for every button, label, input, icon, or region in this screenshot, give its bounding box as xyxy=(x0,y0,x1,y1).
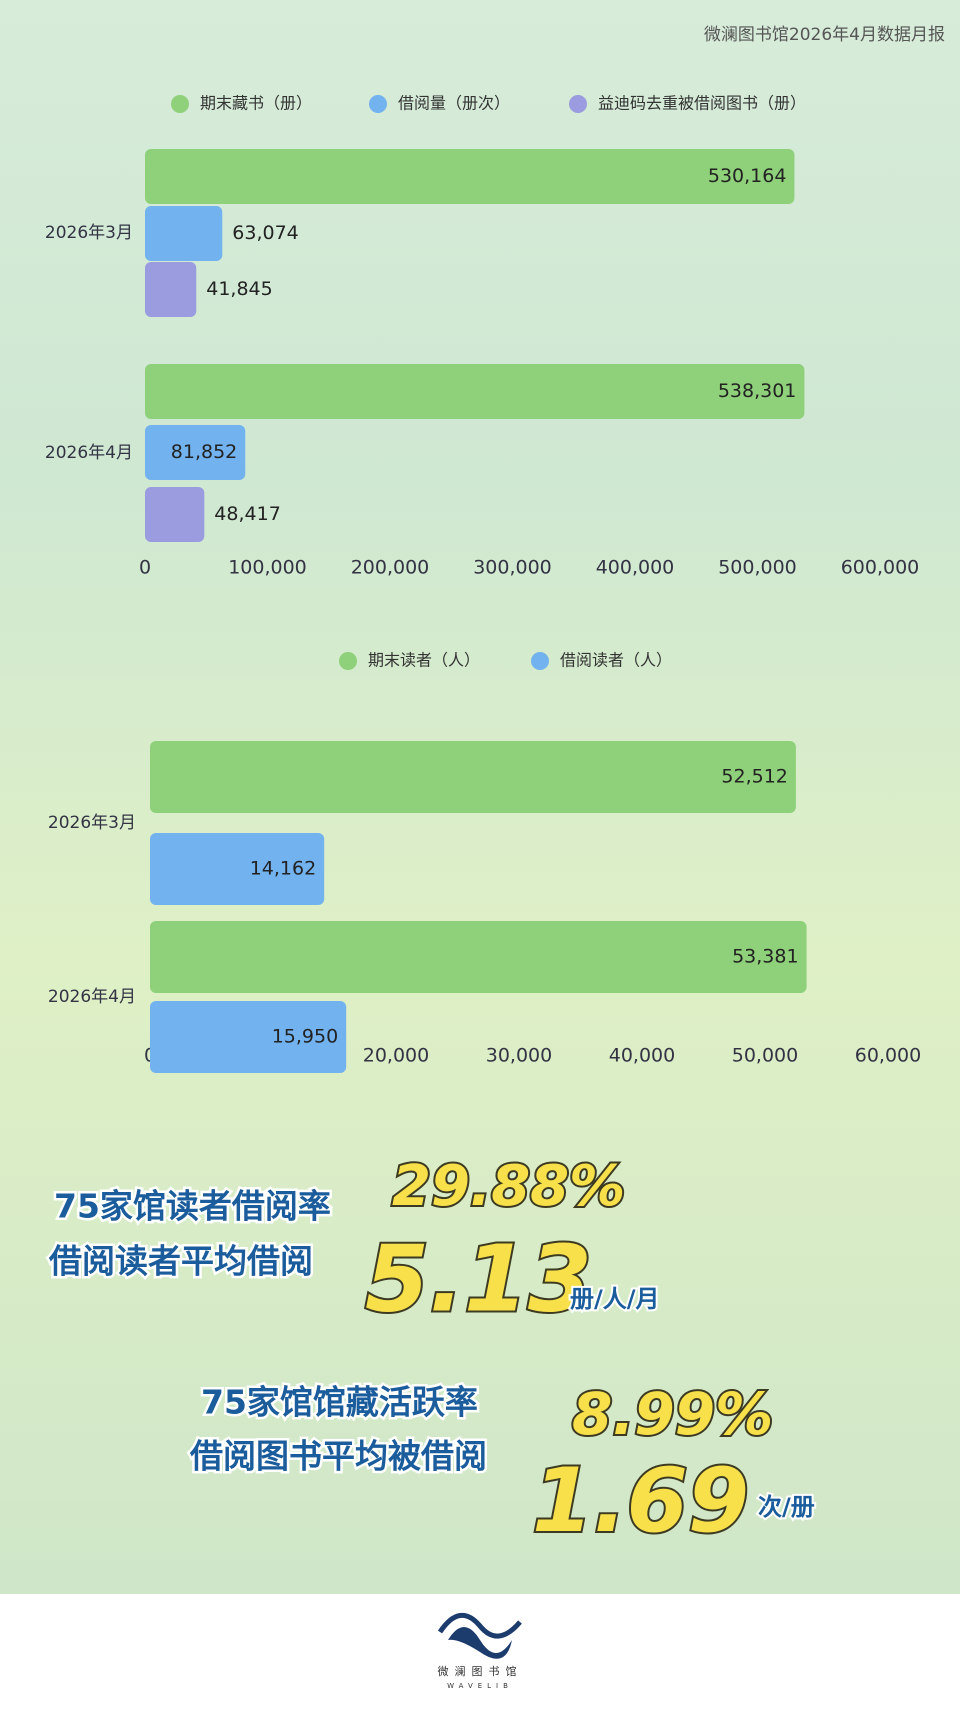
stat-label: 75家馆读者借阅率 xyxy=(54,1187,331,1226)
bar xyxy=(145,206,223,261)
bar xyxy=(150,921,807,993)
bar xyxy=(145,487,205,542)
value-label: 81,852 xyxy=(171,441,237,463)
value-label: 14,162 xyxy=(250,858,316,880)
x-tick-label: 50,000 xyxy=(732,1045,798,1067)
bar xyxy=(150,833,325,905)
value-label: 63,074 xyxy=(232,222,298,244)
bar xyxy=(145,364,805,419)
x-tick-label: 20,000 xyxy=(363,1045,429,1067)
legend-label: 益迪码去重被借阅图书（册） xyxy=(598,94,806,113)
x-tick-label: 300,000 xyxy=(473,557,552,579)
stat-label: 借阅读者平均借阅 xyxy=(48,1242,313,1281)
value-label: 52,512 xyxy=(721,766,787,788)
stat-unit: 次/册 xyxy=(758,1493,815,1521)
legend-marker xyxy=(369,95,387,113)
logo-name: 微澜图书馆 xyxy=(438,1664,523,1678)
x-tick-label: 30,000 xyxy=(486,1045,552,1067)
category-label: 2026年4月 xyxy=(45,443,133,463)
x-tick-label: 100,000 xyxy=(228,557,307,579)
legend-label: 借阅量（册次） xyxy=(398,94,510,113)
header: 微澜图书馆2026年4月数据月报 xyxy=(704,25,945,45)
x-tick-label: 0 xyxy=(139,557,151,579)
bar xyxy=(145,262,197,317)
bar xyxy=(150,741,796,813)
legend-label: 期末读者（人） xyxy=(368,651,480,670)
value-label: 538,301 xyxy=(718,380,797,402)
legend-marker xyxy=(569,95,587,113)
x-tick-label: 60,000 xyxy=(855,1045,921,1067)
bar xyxy=(150,1001,347,1073)
x-tick-label: 400,000 xyxy=(596,557,675,579)
legend-label: 借阅读者（人） xyxy=(560,651,672,670)
stat-value: 5.13 xyxy=(365,1225,592,1332)
stat-value: 8.99% xyxy=(572,1380,773,1448)
legend-marker xyxy=(339,652,357,670)
value-label: 48,417 xyxy=(214,503,280,525)
value-label: 53,381 xyxy=(732,946,798,968)
bar xyxy=(145,149,795,204)
legend-marker xyxy=(531,652,549,670)
logo-mark xyxy=(448,1627,512,1659)
legend-marker xyxy=(171,95,189,113)
stat-value: 1.69 xyxy=(532,1449,749,1552)
logo: 微澜图书馆 WAVELIB xyxy=(437,1613,523,1690)
logo-wave xyxy=(437,1613,522,1639)
bar xyxy=(145,425,246,480)
category-label: 2026年3月 xyxy=(48,813,136,833)
value-label: 15,950 xyxy=(272,1026,338,1048)
stat-value: 29.88% xyxy=(392,1154,625,1219)
value-label: 41,845 xyxy=(206,278,272,300)
x-tick-label: 40,000 xyxy=(609,1045,675,1067)
x-tick-label: 200,000 xyxy=(351,557,430,579)
category-label: 2026年3月 xyxy=(45,223,133,243)
logo-latin: WAVELIB xyxy=(447,1682,513,1690)
category-label: 2026年4月 xyxy=(48,987,136,1007)
x-tick-label: 600,000 xyxy=(841,557,920,579)
stat-label: 借阅图书平均被借阅 xyxy=(189,1437,487,1476)
stat-unit: 册/人/月 xyxy=(570,1285,660,1313)
stat-label: 75家馆馆藏活跃率 xyxy=(201,1383,478,1422)
legend-label: 期末藏书（册） xyxy=(200,94,312,113)
x-tick-label: 500,000 xyxy=(718,557,797,579)
value-label: 530,164 xyxy=(708,165,787,187)
